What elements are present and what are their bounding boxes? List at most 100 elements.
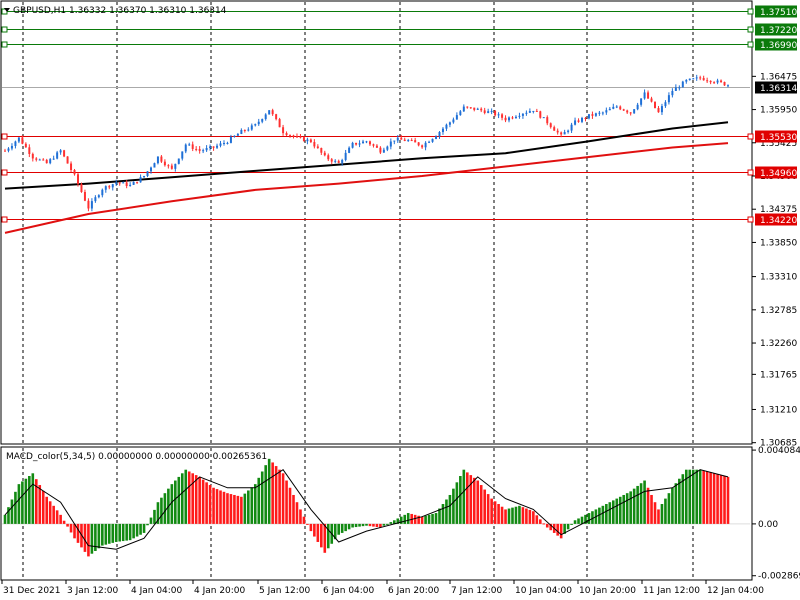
- macd-bar: [201, 479, 205, 524]
- bear-candle: [275, 114, 278, 120]
- macd-bar: [114, 523, 118, 542]
- macd-bar: [584, 514, 587, 524]
- macd-bar: [657, 509, 660, 524]
- macd-bar: [170, 484, 174, 524]
- bear-candle: [31, 153, 34, 159]
- macd-bar: [716, 474, 719, 524]
- macd-bar: [723, 476, 726, 524]
- macd-bar: [333, 523, 337, 540]
- bear-candle: [417, 142, 420, 146]
- bear-candle: [191, 144, 194, 149]
- macd-bar: [535, 515, 539, 524]
- macd-bar: [55, 510, 59, 524]
- time-tick-label: 4 Jan 20:00: [194, 586, 246, 596]
- macd-bar: [41, 490, 45, 524]
- bear-candle: [243, 129, 246, 131]
- macd-bar: [556, 523, 559, 536]
- macd-bar: [156, 502, 160, 524]
- bear-candle: [403, 139, 406, 141]
- macd-bar: [34, 479, 38, 524]
- macd-bar: [316, 523, 320, 542]
- bear-candle: [4, 150, 6, 152]
- bull-candle: [441, 128, 444, 133]
- macd-bar: [719, 475, 723, 524]
- bull-candle: [727, 85, 729, 87]
- bear-candle: [316, 146, 319, 149]
- bull-candle: [10, 145, 13, 149]
- macd-bar: [271, 462, 274, 524]
- time-tick-label: 4 Jan 04:00: [131, 586, 183, 596]
- bear-candle: [473, 107, 476, 110]
- macd-bar: [222, 491, 226, 524]
- bull-candle: [222, 142, 225, 144]
- bull-candle: [52, 158, 55, 160]
- macd-bar: [247, 490, 250, 524]
- macd-bar: [344, 523, 347, 532]
- bear-candle: [63, 150, 66, 157]
- macd-bar: [3, 514, 7, 524]
- bull-candle: [424, 142, 427, 148]
- macd-bar: [132, 523, 135, 539]
- macd-bar: [10, 499, 14, 524]
- macd-bar: [226, 493, 229, 524]
- level-marker: [747, 169, 754, 176]
- macd-bar: [153, 509, 156, 524]
- level-label-bg: [755, 213, 797, 226]
- bull-candle: [462, 106, 465, 112]
- bull-candle: [146, 171, 149, 177]
- macd-bar: [448, 494, 452, 524]
- vertical-grid: [22, 2, 694, 579]
- bull-candle: [382, 149, 385, 153]
- dropdown-triangle-icon[interactable]: [4, 8, 10, 12]
- bear-candle: [320, 148, 323, 153]
- bear-candle: [282, 127, 285, 134]
- macd-bar: [48, 501, 52, 524]
- bear-candle: [414, 140, 417, 143]
- bull-candle: [476, 108, 479, 110]
- macd-bar: [177, 476, 181, 524]
- macd-header: MACD_color(5,34,5) 0.00000000 0.00000000…: [6, 452, 267, 462]
- bear-candle: [709, 80, 712, 83]
- macd-bar: [702, 470, 705, 524]
- time-axis: 31 Dec 2021 3 Jan 12:00 4 Jan 04:00 4 Jan 2…: [1, 580, 764, 596]
- macd-bar: [233, 494, 236, 524]
- bear-candle: [647, 92, 650, 99]
- bull-candle: [149, 167, 152, 172]
- macd-bar: [62, 520, 66, 524]
- macd-bar: [142, 523, 146, 533]
- macd-bar: [38, 485, 42, 524]
- bull-candle: [132, 181, 135, 185]
- bull-candle: [428, 141, 431, 143]
- main-panel-frame: [0, 0, 753, 445]
- bull-candle: [570, 124, 573, 131]
- macd-bar: [413, 514, 417, 524]
- macd-bar: [632, 488, 636, 524]
- macd-bar: [420, 516, 424, 524]
- bear-candle: [421, 145, 424, 148]
- macd-bar: [198, 476, 201, 524]
- current-price-label: 1.36314: [760, 84, 797, 94]
- macd-bar: [705, 471, 709, 524]
- bear-candle: [309, 139, 312, 143]
- macd-bar: [452, 488, 455, 524]
- bull-candle: [59, 150, 62, 153]
- macd-bar: [636, 485, 639, 524]
- bull-candle: [177, 158, 180, 164]
- time-tick-label: 7 Jan 12:00: [451, 586, 503, 596]
- bear-candle: [619, 106, 622, 110]
- fast-ma-line: [4, 121, 729, 190]
- bear-candle: [504, 117, 507, 121]
- macd-bar: [309, 523, 313, 532]
- bear-candle: [327, 155, 330, 160]
- macd-bar: [615, 498, 619, 524]
- macd-bar: [650, 494, 653, 524]
- bull-candle: [636, 104, 639, 110]
- macd-bar: [504, 509, 507, 524]
- price-tick-label: 1.31765: [760, 370, 797, 380]
- macd-bar: [563, 523, 566, 534]
- bear-candle: [372, 144, 375, 146]
- bear-candle: [539, 111, 542, 118]
- macd-bar: [253, 484, 257, 524]
- time-tick-label: 6 Jan 20:00: [388, 586, 440, 596]
- macd-bar: [382, 523, 386, 526]
